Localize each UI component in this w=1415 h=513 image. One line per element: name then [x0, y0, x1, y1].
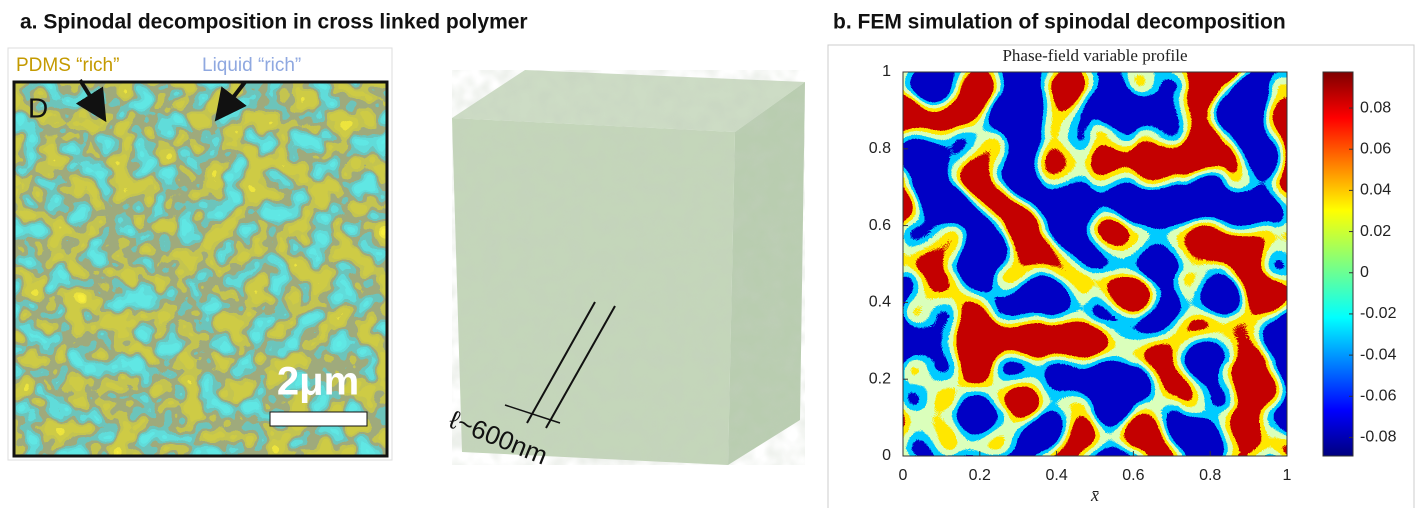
scale-bar-label: 2μm — [277, 360, 359, 404]
liquid-label: Liquid “rich” — [202, 55, 301, 76]
y-tick-label: 0.2 — [869, 370, 891, 387]
colorbar — [1323, 72, 1353, 456]
figure: a. Spinodal decomposition in cross linke… — [0, 0, 1415, 508]
panel-letter: D — [28, 92, 48, 123]
colorbar-tick-label: -0.08 — [1360, 429, 1397, 446]
colorbar-tick-label: -0.04 — [1360, 346, 1397, 363]
phase-field — [903, 72, 1287, 456]
colorbar-tick-label: -0.06 — [1360, 388, 1397, 405]
y-tick-label: 0.8 — [869, 140, 891, 157]
panel-a-title: a. Spinodal decomposition in cross linke… — [20, 11, 528, 34]
colorbar-tick-label: 0 — [1360, 264, 1369, 281]
colorbar-tick-label: 0.06 — [1360, 140, 1391, 157]
pdms-label: PDMS “rich” — [16, 55, 119, 76]
x-tick-label: 0.8 — [1199, 467, 1221, 484]
colorbar-tick-label: 0.08 — [1360, 99, 1391, 116]
scale-bar — [270, 412, 367, 426]
y-tick-label: 1 — [882, 63, 891, 80]
y-tick-label: 0.6 — [869, 217, 891, 234]
colorbar-tick-label: 0.04 — [1360, 182, 1391, 199]
x-label: x̄ — [1090, 485, 1099, 505]
x-tick-label: 0.6 — [1122, 467, 1144, 484]
x-tick-label: 0 — [899, 467, 908, 484]
y-tick-label: 0 — [882, 447, 891, 464]
cube — [452, 70, 805, 465]
x-tick-label: 0.4 — [1045, 467, 1067, 484]
y-tick-label: 0.4 — [869, 294, 891, 311]
colorbar-tick-label: 0.02 — [1360, 223, 1391, 240]
x-tick-label: 1 — [1283, 467, 1292, 484]
x-tick-label: 0.2 — [969, 467, 991, 484]
panel-b-title: b. FEM simulation of spinodal decomposit… — [833, 11, 1286, 34]
colorbar-tick-label: -0.02 — [1360, 305, 1397, 322]
plot-title: Phase-field variable profile — [1002, 46, 1187, 65]
